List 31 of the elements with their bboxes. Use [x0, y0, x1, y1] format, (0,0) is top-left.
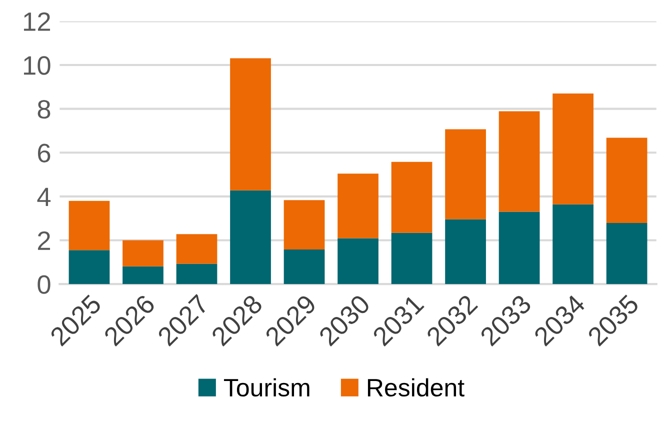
bar [284, 249, 325, 284]
bar [606, 222, 648, 284]
bar [284, 200, 325, 250]
bar [391, 162, 432, 233]
bar [176, 264, 218, 284]
y-tick-label: 4 [37, 188, 51, 206]
y-tick-label: 2 [38, 231, 50, 250]
bar [176, 234, 218, 264]
bar [606, 138, 648, 223]
y-tick-label: 6 [38, 144, 50, 162]
y-tick-label: 12 [24, 12, 50, 31]
bar [68, 250, 110, 284]
bar [230, 190, 271, 284]
bar [498, 111, 540, 212]
legend-label: Tourism [224, 378, 310, 397]
bar [338, 238, 378, 284]
bar [445, 129, 486, 220]
bar [445, 219, 486, 284]
bar [498, 212, 540, 284]
bar [122, 266, 164, 284]
bar [230, 58, 271, 190]
bar [552, 204, 594, 284]
y-tick-label: 10 [24, 56, 50, 75]
y-tick-label: 8 [38, 100, 50, 119]
bar [391, 232, 432, 284]
y-tick-label: 0 [38, 275, 50, 294]
legend-label: Resident [368, 378, 464, 397]
bar [338, 174, 378, 238]
bar [68, 200, 110, 250]
bar [122, 240, 164, 266]
bar [552, 93, 594, 204]
